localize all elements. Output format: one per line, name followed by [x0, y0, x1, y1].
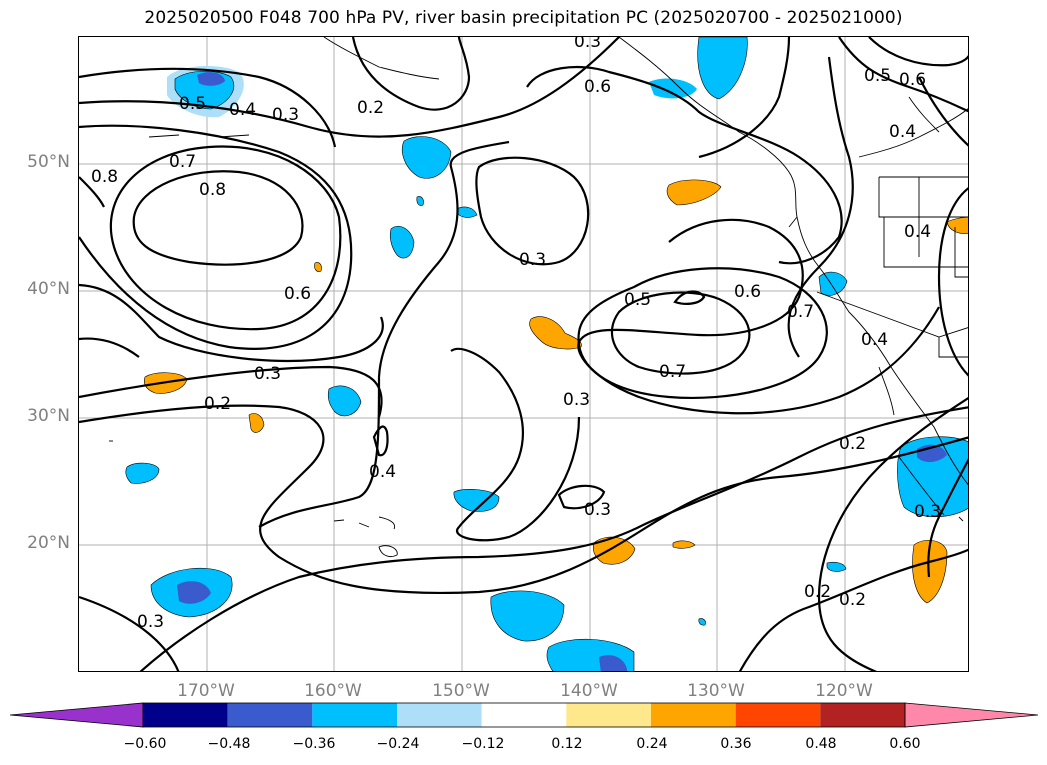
coastlines	[109, 37, 968, 558]
contour-label: 0.3	[254, 364, 281, 384]
negative-patch	[327, 385, 362, 417]
contour-label: 0.8	[91, 167, 118, 187]
contour-label: 0.7	[659, 362, 686, 382]
contour-labels: 0.5 0.4 0.3 0.2 0.6 0.5 0.6 0.8 0.7 0.8 …	[91, 37, 941, 632]
negative-patch	[416, 196, 424, 206]
contour-label: 0.3	[914, 502, 941, 522]
positive-patch	[946, 216, 968, 234]
negative-patch	[453, 488, 500, 512]
contour-label: 0.5	[179, 94, 206, 114]
map-panel: 0.5 0.4 0.3 0.2 0.6 0.5 0.6 0.8 0.7 0.8 …	[78, 36, 969, 672]
negative-patch	[456, 206, 478, 218]
contour-label: 0.2	[204, 394, 231, 414]
contour-label: 0.3	[563, 390, 590, 410]
contour-label: 0.6	[284, 284, 311, 304]
colorbar-segment	[312, 703, 397, 727]
colorbar-segment	[735, 703, 821, 727]
colorbar-tick-label: 0.60	[889, 736, 921, 752]
contour-label: 0.3	[137, 612, 164, 632]
contour-label: 0.6	[734, 282, 761, 302]
colorbar-segment	[820, 703, 905, 727]
colorbar-tick-label: −0.12	[461, 736, 505, 752]
colorbar-extend-high	[904, 702, 1038, 728]
positive-patch	[314, 262, 322, 272]
colorbar-tick-label: 0.48	[805, 736, 837, 752]
colorbar	[10, 702, 1038, 728]
contour-label: 0.3	[574, 37, 601, 52]
contour-label: 0.4	[904, 222, 931, 242]
contour-label: 0.5	[864, 66, 891, 86]
negative-patch	[818, 271, 848, 296]
colorbar-tick-label: 0.12	[551, 736, 583, 752]
contour-label: 0.2	[357, 98, 384, 118]
negative-patch	[401, 136, 452, 179]
colorbar-segment	[397, 703, 482, 727]
negative-patch	[197, 72, 225, 86]
colorbar-tick-label: −0.36	[292, 736, 336, 752]
colorbar-tick-label: 0.36	[720, 736, 752, 752]
contour-label: 0.3	[519, 250, 546, 270]
contour-label: 0.4	[861, 330, 888, 350]
contour-label: 0.3	[272, 105, 299, 125]
colorbar-tick-label: −0.24	[376, 736, 420, 752]
negative-patch	[389, 225, 415, 259]
colorbar-tick-label: −0.48	[207, 736, 251, 752]
colorbar-segment	[481, 703, 567, 727]
contour-label: 0.7	[169, 152, 196, 172]
negative-patch	[177, 581, 211, 604]
lon-label-170w: 170°W	[177, 681, 235, 701]
contour-label: 0.2	[804, 582, 831, 602]
colorbar-frame	[142, 702, 906, 728]
contour-label: 0.6	[899, 70, 926, 90]
positive-patch	[248, 413, 265, 433]
colorbar-tick-label: 0.24	[636, 736, 668, 752]
colorbar-segment	[651, 703, 736, 727]
negative-patch	[826, 561, 847, 572]
pv-contours	[79, 37, 968, 671]
contour-label: 0.6	[584, 77, 611, 97]
negative-patch	[490, 590, 565, 642]
positive-patch	[912, 539, 948, 604]
negative-patch	[649, 78, 697, 99]
positive-patch	[672, 540, 696, 549]
positive-patch	[666, 179, 722, 206]
negative-patch	[599, 655, 627, 671]
map-title: 2025020500 F048 700 hPa PV, river basin …	[144, 8, 903, 28]
contour-label: 0.2	[839, 434, 866, 454]
contour-label: 0.8	[199, 180, 226, 200]
negative-patch	[698, 618, 706, 626]
lon-label-120w: 120°W	[815, 681, 873, 701]
lon-label-140w: 140°W	[560, 681, 618, 701]
contour-label: 0.2	[839, 590, 866, 610]
contour-label: 0.4	[369, 462, 396, 482]
contour-label: 0.3	[584, 500, 611, 520]
contour-label: 0.4	[889, 122, 916, 142]
lon-label-150w: 150°W	[432, 681, 490, 701]
negative-patch	[697, 37, 748, 100]
lat-label-20n: 20°N	[27, 533, 70, 553]
colorbar-tick-label: −0.60	[123, 736, 167, 752]
contour-label: 0.7	[787, 302, 814, 322]
lat-label-50n: 50°N	[27, 152, 70, 172]
lon-label-160w: 160°W	[304, 681, 362, 701]
colorbar-segment	[143, 703, 228, 727]
negative-patch	[125, 462, 160, 484]
positive-patch	[592, 536, 636, 565]
contour-label: 0.5	[624, 290, 651, 310]
lat-label-40n: 40°N	[27, 279, 70, 299]
lon-label-130w: 130°W	[687, 681, 745, 701]
colorbar-extend-low	[10, 702, 144, 728]
colorbar-segment	[566, 703, 651, 727]
colorbar-segment	[227, 703, 313, 727]
positive-patch	[529, 316, 582, 350]
lat-label-30n: 30°N	[27, 406, 70, 426]
contour-label: 0.4	[229, 100, 256, 120]
